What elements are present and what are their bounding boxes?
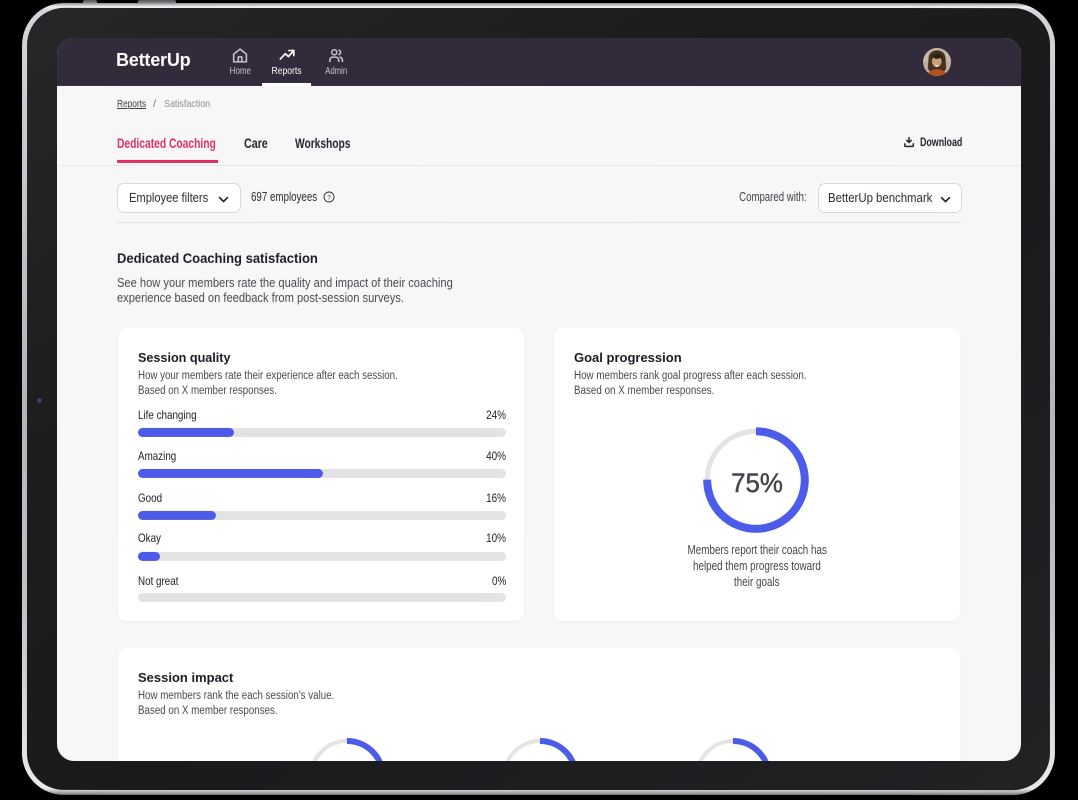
svg-text:?: ? [327,194,331,201]
